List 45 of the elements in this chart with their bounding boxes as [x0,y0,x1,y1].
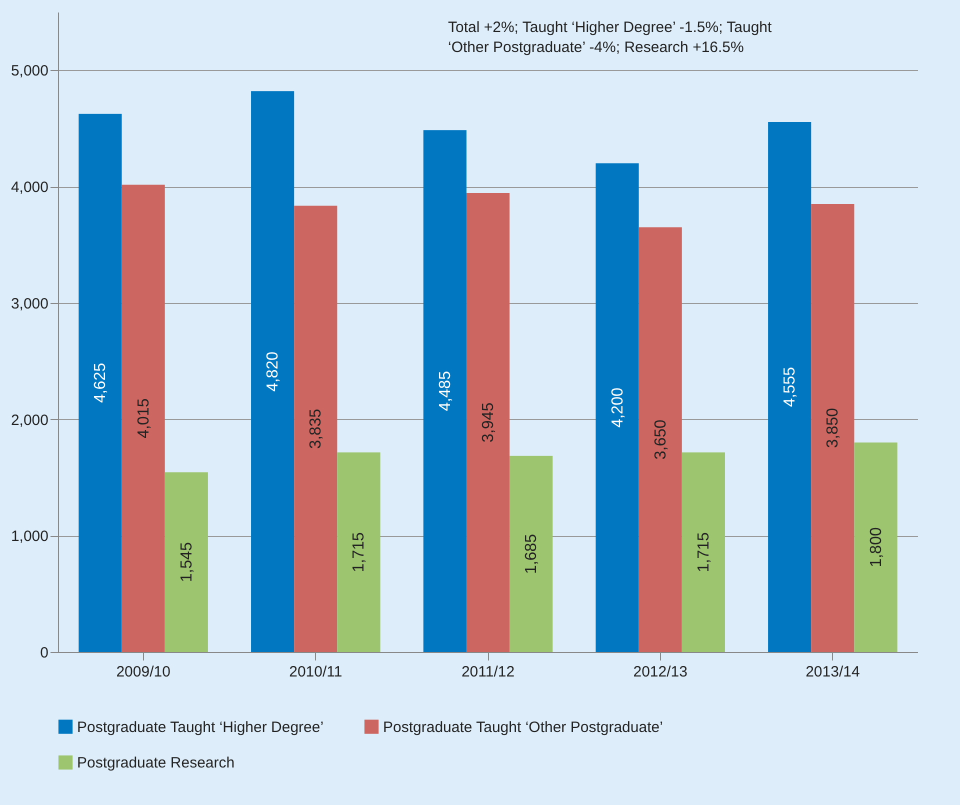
data-label: 4,625 [92,362,110,403]
legend-label: Postgraduate Taught ‘Other Postgraduate’ [383,718,663,736]
data-label: 1,715 [695,532,712,572]
data-label: 1,545 [178,542,196,582]
bar [811,204,854,652]
data-label: 3,945 [480,402,497,442]
data-label: 4,200 [609,388,626,428]
bar [294,206,338,652]
y-tick-label: 3,000 [10,295,48,312]
bar [682,452,725,652]
bar [510,456,553,652]
bar [596,163,639,652]
bar [768,122,812,652]
bar [854,442,898,652]
data-label: 4,485 [436,370,454,412]
y-tick-label: 0 [40,644,48,662]
x-tick-label: 2013/14 [806,664,860,680]
x-tick-label: 2009/10 [116,664,170,680]
y-tick-label: 4,000 [10,179,48,196]
data-label: 1,715 [350,532,368,572]
bar [251,91,294,652]
data-label: 1,685 [523,534,540,574]
bar [423,130,466,652]
data-label: 3,850 [824,408,842,448]
data-label: 4,015 [135,398,152,438]
data-label: 1,800 [868,527,885,568]
y-tick-label: 2,000 [10,412,48,429]
data-label: 4,820 [264,351,282,392]
x-tick-label: 2011/12 [461,664,515,680]
legend-label: Postgraduate Taught ‘Higher Degree’ [77,718,324,736]
bar [337,452,380,652]
bar [638,227,682,652]
data-label: 3,650 [652,420,670,460]
x-tick-label: 2010/11 [289,664,342,680]
bar [466,192,510,652]
data-label: 3,835 [308,408,325,449]
data-label: 4,555 [782,366,799,408]
bar [78,114,122,652]
y-tick-label: 5,000 [10,62,48,80]
legend-label: Postgraduate Research [77,754,235,772]
bar [164,472,208,652]
y-tick-label: 1,000 [10,528,48,546]
x-tick-label: 2012/13 [633,664,688,680]
annotation: Total +2%; Taught ‘Higher Degree’ -1.5%; Taught ‘Other Postgraduate’ -4%; Research +16.5% [448,19,773,56]
bar [122,184,165,652]
